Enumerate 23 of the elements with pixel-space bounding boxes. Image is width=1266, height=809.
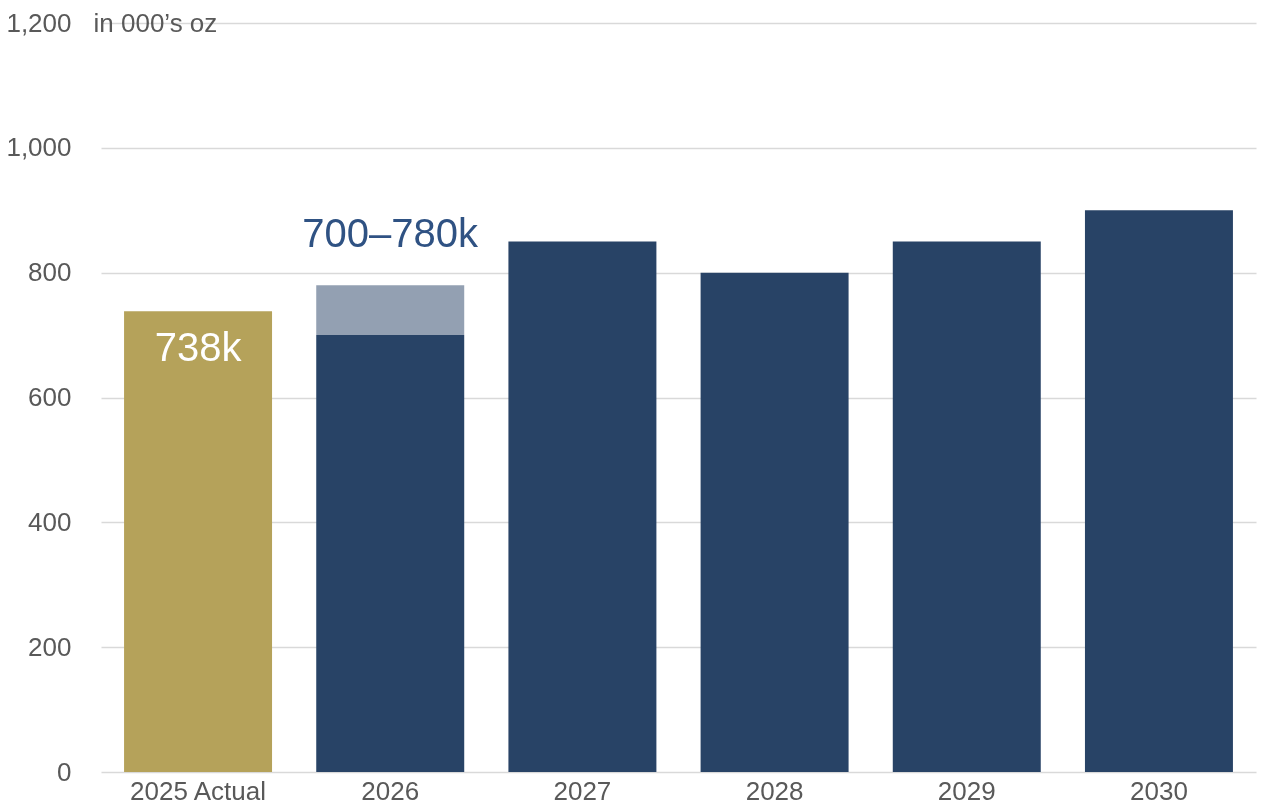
y-tick-label: 200 (28, 631, 72, 662)
y-tick-label: 400 (28, 506, 72, 537)
y-tick-label: 0 (57, 756, 72, 787)
data-label: 738k (154, 325, 243, 370)
y-tick-label: 1,200 (6, 7, 72, 38)
y-tick-label: 1,000 (6, 132, 72, 163)
x-tick-label: 2026 (361, 775, 420, 806)
bar (892, 241, 1041, 772)
bar (1084, 210, 1233, 772)
x-tick-label: 2028 (745, 775, 804, 806)
bar (124, 311, 273, 772)
y-tick-label: 600 (28, 382, 72, 412)
x-tick-label: 2025 Actual (130, 775, 266, 806)
y-tick-label: 800 (28, 257, 72, 288)
bar (316, 335, 465, 772)
bar (316, 285, 465, 336)
bar (700, 272, 849, 772)
y-axis-title: in 000’s oz (93, 7, 218, 38)
annotation: 700–780k (302, 211, 480, 256)
x-tick-label: 2027 (553, 775, 612, 806)
x-tick-label: 2029 (937, 775, 996, 806)
x-tick-label: 2030 (1130, 775, 1188, 806)
bar (508, 241, 657, 772)
